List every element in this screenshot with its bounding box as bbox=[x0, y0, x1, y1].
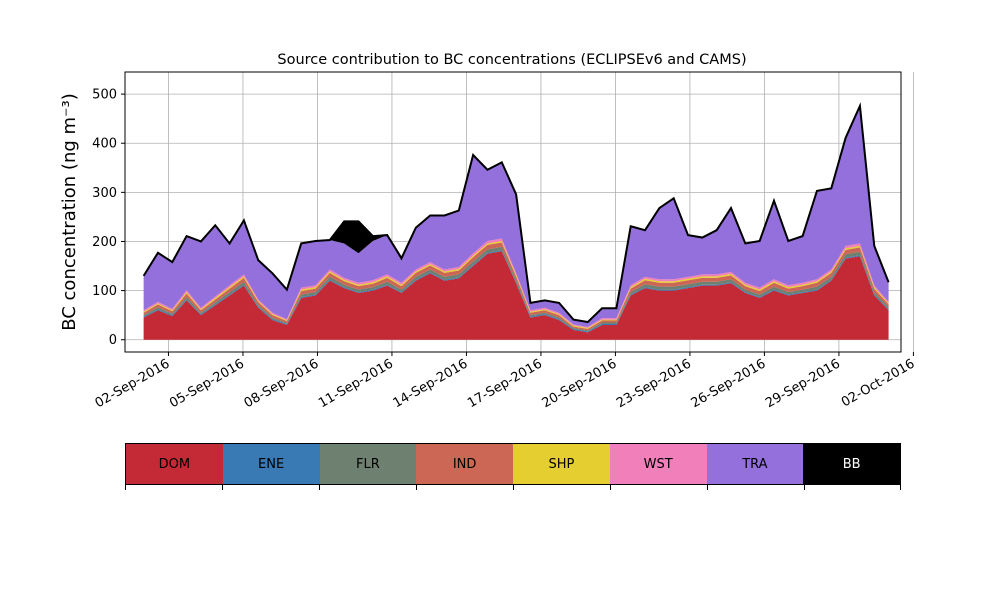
y-tick-label: 0 bbox=[109, 333, 117, 348]
legend-item-bb: BB bbox=[803, 444, 900, 484]
y-tick-label: 300 bbox=[92, 186, 117, 201]
y-tick-label: 400 bbox=[92, 137, 117, 152]
legend-label-bb: BB bbox=[842, 456, 861, 472]
legend-tick bbox=[319, 485, 320, 490]
chart-title: Source contribution to BC concentrations… bbox=[277, 52, 746, 68]
y-tick-label: 200 bbox=[92, 235, 117, 250]
y-axis-label: BC concentration (ng m⁻³) bbox=[59, 93, 80, 331]
legend-item-ind: IND bbox=[416, 444, 513, 484]
y-axis-ticks: 0 100 200 300 400 500 bbox=[92, 88, 125, 348]
axes-frame bbox=[124, 71, 902, 353]
x-tick-label: 29-Sep-2016 bbox=[763, 356, 843, 411]
x-tick-label: 26-Sep-2016 bbox=[689, 356, 769, 411]
legend-tick bbox=[610, 485, 611, 490]
legend-bar: DOM ENE FLR IND SHP WST TRA BB bbox=[125, 443, 901, 485]
legend-label-dom: DOM bbox=[158, 456, 191, 472]
legend-item-wst: WST bbox=[609, 444, 707, 484]
x-tick-label: 17-Sep-2016 bbox=[465, 356, 545, 411]
area-dom bbox=[143, 251, 889, 340]
legend-item-dom: DOM bbox=[126, 444, 223, 484]
legend-label-flr: FLR bbox=[355, 456, 380, 472]
bc-area-chart: Source contribution to BC concentrations… bbox=[59, 52, 917, 411]
legend-tick bbox=[222, 485, 223, 490]
total-outline bbox=[142, 102, 890, 324]
legend-label-wst: WST bbox=[643, 456, 673, 472]
area-tra bbox=[143, 105, 889, 327]
x-tick-label: 05-Sep-2016 bbox=[167, 356, 247, 411]
legend-label-tra: TRA bbox=[742, 456, 768, 472]
legend-tick bbox=[707, 485, 708, 490]
y-tick-label: 100 bbox=[92, 284, 117, 299]
legend-label-ind: IND bbox=[452, 456, 477, 472]
x-tick-label: 08-Sep-2016 bbox=[242, 356, 322, 411]
x-tick-label: 23-Sep-2016 bbox=[614, 356, 694, 411]
x-tick-label: 11-Sep-2016 bbox=[316, 356, 396, 411]
legend-item-shp: SHP bbox=[513, 444, 610, 484]
legend-tick bbox=[513, 485, 514, 490]
x-axis-ticks: 02-Sep-201605-Sep-201608-Sep-201611-Sep-… bbox=[93, 352, 917, 411]
legend-label-ene: ENE bbox=[258, 456, 285, 472]
y-tick-label: 500 bbox=[92, 88, 117, 103]
legend-tick bbox=[804, 485, 805, 490]
legend-tick bbox=[416, 485, 417, 490]
x-tick-label: 02-Sep-2016 bbox=[93, 356, 173, 411]
legend-item-tra: TRA bbox=[706, 444, 804, 484]
legend-ticks bbox=[125, 485, 901, 491]
legend-tick bbox=[900, 485, 901, 490]
legend-item-ene: ENE bbox=[222, 444, 320, 484]
x-tick-label: 02-Oct-2016 bbox=[839, 356, 917, 410]
legend-item-flr: FLR bbox=[319, 444, 417, 484]
legend-tick bbox=[125, 485, 126, 490]
legend-label-shp: SHP bbox=[548, 456, 575, 472]
stacked-areas bbox=[143, 105, 889, 340]
x-tick-label: 14-Sep-2016 bbox=[391, 356, 471, 411]
x-tick-label: 20-Sep-2016 bbox=[540, 356, 620, 411]
